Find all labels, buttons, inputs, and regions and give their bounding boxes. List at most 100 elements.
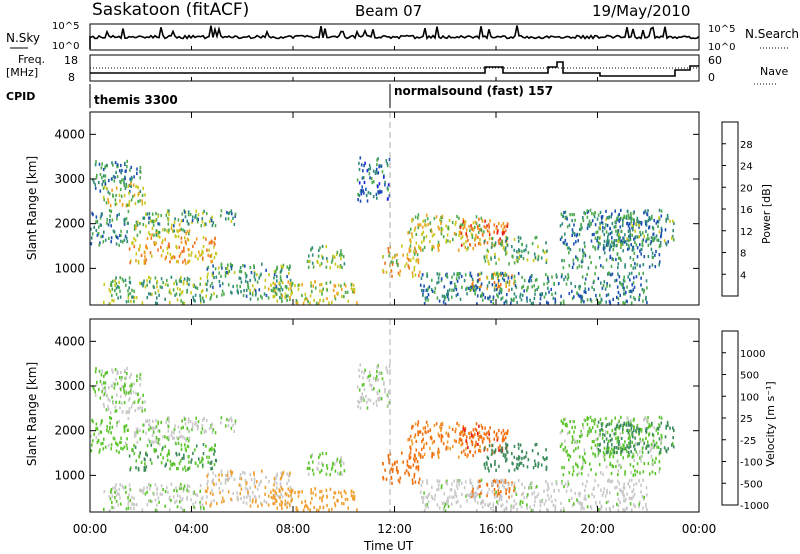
velocity-cell	[438, 506, 441, 510]
power-cell	[107, 200, 110, 204]
power-cell	[228, 269, 230, 273]
power-cell	[601, 215, 604, 219]
velocity-cell	[109, 497, 112, 501]
velocity-cell	[297, 494, 300, 498]
velocity-cell	[131, 495, 133, 499]
velocity-cell	[448, 425, 451, 429]
power-cell	[479, 228, 481, 232]
velocity-cell	[496, 493, 499, 497]
power-cell	[123, 218, 125, 222]
power-cell	[169, 288, 171, 292]
power-cell	[377, 190, 379, 194]
power-cell	[184, 258, 186, 262]
velocity-cell	[239, 473, 242, 477]
velocity-cell	[580, 501, 582, 505]
power-cell	[607, 235, 609, 239]
power-cell	[272, 286, 275, 290]
power-cell	[141, 202, 144, 206]
velocity-cell	[375, 399, 378, 403]
velocity-cell	[281, 501, 284, 505]
power-cell	[496, 293, 498, 297]
velocity-cell	[168, 416, 170, 420]
velocity-cell	[127, 428, 129, 432]
power-cell	[356, 301, 358, 305]
power-cell	[437, 280, 440, 284]
velocity-cell	[651, 470, 654, 474]
power-cell	[506, 236, 508, 240]
power-cell	[320, 282, 323, 287]
velocity-cell	[469, 436, 471, 440]
power-cell	[135, 184, 137, 188]
power-cell	[505, 224, 507, 228]
power-cell	[672, 229, 674, 233]
power-cell	[632, 211, 635, 215]
power-cell	[142, 186, 144, 190]
power-cell	[179, 278, 181, 282]
velocity-cell	[111, 395, 113, 399]
velocity-cell	[396, 460, 398, 464]
velocity-cell	[273, 483, 275, 487]
power-cell	[156, 296, 158, 300]
velocity-cell	[497, 484, 499, 488]
velocity-cell	[653, 425, 655, 430]
power-cell	[560, 294, 562, 298]
power-cell	[192, 244, 194, 248]
velocity-cell	[624, 470, 626, 474]
power-cell	[511, 274, 513, 278]
power-cell	[130, 179, 132, 183]
velocity-cell	[639, 500, 641, 504]
velocity-cell	[623, 499, 625, 503]
power-cell	[499, 237, 501, 241]
velocity-cell	[477, 442, 479, 446]
power-cell	[181, 212, 183, 216]
date-title: 19/May/2010	[592, 2, 690, 20]
power-cell	[483, 240, 486, 244]
velocity-cell	[132, 502, 134, 506]
power-cell	[619, 239, 622, 243]
power-cell	[508, 262, 510, 266]
power-cell	[611, 221, 614, 226]
velocity-cell	[122, 486, 125, 490]
velocity-cell	[194, 492, 197, 496]
velocity-cell	[580, 503, 582, 507]
velocity-cell	[102, 381, 105, 385]
power-cell	[184, 236, 186, 240]
velocity-cell	[106, 428, 108, 432]
velocity-cell	[484, 466, 487, 470]
velocity-cell	[337, 499, 339, 503]
velocity-cell	[103, 437, 105, 441]
velocity-cell	[559, 444, 562, 448]
power-cell	[319, 263, 321, 267]
power-cell	[267, 296, 270, 300]
power-cell	[201, 217, 204, 221]
power-cell	[419, 246, 422, 250]
power-cell	[111, 293, 113, 298]
power-cell	[387, 183, 390, 187]
velocity-cell	[164, 435, 166, 439]
velocity-cell	[619, 446, 622, 450]
velocity-cell	[590, 506, 593, 510]
velocity-cell	[188, 439, 190, 443]
velocity-cell	[459, 479, 461, 483]
power-cell	[627, 209, 629, 214]
power-cell	[313, 298, 315, 303]
power-cell	[340, 284, 342, 288]
velocity-cell	[253, 479, 256, 483]
velocity-cell	[139, 373, 142, 377]
velocity-cell	[144, 468, 147, 472]
velocity-cell	[125, 424, 128, 428]
power-cell	[151, 212, 154, 216]
power-cell	[339, 265, 341, 269]
power-cell	[447, 297, 450, 302]
velocity-cell	[536, 485, 538, 489]
power-cell	[120, 171, 122, 175]
power-cell	[138, 191, 140, 195]
velocity-cell	[99, 396, 102, 400]
power-cell	[627, 247, 629, 251]
velocity-cell	[445, 447, 447, 451]
velocity-cell	[341, 472, 343, 477]
velocity-cell	[279, 484, 282, 488]
power-cell	[134, 238, 137, 242]
velocity-cell	[289, 503, 291, 507]
